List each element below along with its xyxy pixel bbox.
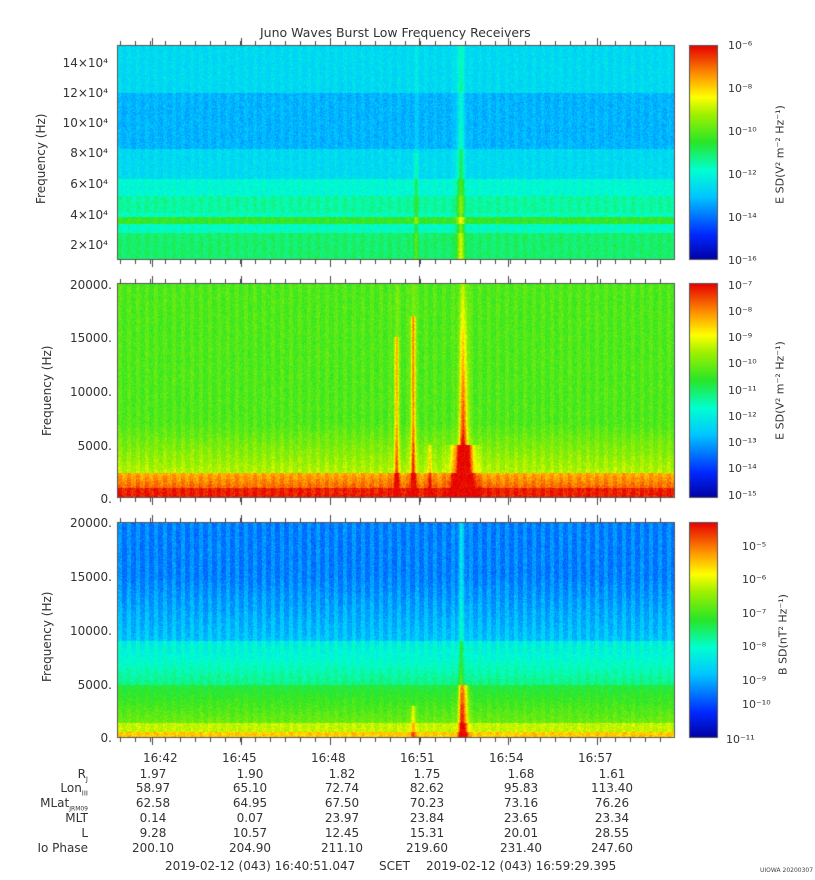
ephemeris-label-rj: RJ: [77, 767, 88, 784]
colorbar-tick-label: 10⁻⁸: [728, 82, 753, 95]
colorbar-tick-label: 10⁻⁵: [742, 540, 767, 553]
ephemeris-value: 23.84: [409, 811, 445, 825]
ephemeris-value: 73.16: [503, 796, 539, 810]
ephemeris-value: 219.60: [406, 841, 448, 855]
panel2-ylabel: Frequency (Hz): [40, 345, 54, 437]
colorbar-tick-label: 10⁻⁹: [742, 674, 767, 687]
ephemeris-label-lon: LonIII: [60, 781, 88, 798]
ephemeris-value: 23.65: [503, 811, 539, 825]
x-tick-label: 16:42: [143, 751, 178, 765]
y-tick-label: 5000.: [77, 678, 112, 692]
ephemeris-value: 65.10: [232, 781, 268, 795]
uiowa-stamp: UIOWA 20200307: [760, 867, 814, 874]
colorbar-tick-label: 10⁻⁸: [742, 640, 767, 653]
ephemeris-value: 1.68: [507, 767, 535, 781]
colorbar-tick-label: 10⁻¹⁶: [728, 254, 757, 267]
colorbar-tick-label: 10⁻¹³: [728, 436, 757, 449]
ephemeris-value: 76.26: [594, 796, 630, 810]
y-tick-label: 10000.: [70, 385, 112, 399]
ephemeris-value: 1.75: [413, 767, 441, 781]
y-tick-label: 14×10⁴: [62, 56, 108, 70]
footer-scet: SCET: [379, 859, 410, 873]
colorbar-tick-label: 10⁻⁸: [728, 305, 753, 318]
y-tick-label: 10000.: [70, 624, 112, 638]
y-tick-label: 10×10⁴: [62, 116, 108, 130]
panel2-colorbar-label: E SD(V² m⁻² Hz⁻¹): [773, 341, 787, 440]
ephemeris-value: 12.45: [324, 826, 360, 840]
footer-start-time: 2019-02-12 (043) 16:40:51.047: [165, 859, 356, 873]
ephemeris-value: 15.31: [409, 826, 445, 840]
y-tick-label: 15000.: [70, 570, 112, 584]
y-tick-label: 0.: [100, 731, 112, 745]
ephemeris-value: 95.83: [503, 781, 539, 795]
colorbar-tick-label: 10⁻⁷: [728, 279, 753, 292]
colorbar-tick-label: 10⁻⁶: [742, 573, 767, 586]
ephemeris-label-mlt: MLT: [65, 811, 88, 825]
ephemeris-value: 247.60: [591, 841, 633, 855]
ephemeris-value: 10.57: [232, 826, 268, 840]
footer-end-time: 2019-02-12 (043) 16:59:29.395: [426, 859, 617, 873]
x-tick-label: 16:48: [311, 751, 346, 765]
colorbar-tick-label: 10⁻¹⁵: [728, 489, 757, 502]
chart-title: Juno Waves Burst Low Frequency Receivers: [260, 25, 531, 40]
y-tick-label: 12×10⁴: [62, 86, 108, 100]
y-tick-label: 20000.: [70, 516, 112, 530]
ephemeris-value: 23.97: [324, 811, 360, 825]
panel3-colorbar-label: B SD(nT² Hz⁻¹): [776, 594, 790, 675]
y-tick-label: 0.: [100, 492, 112, 506]
y-tick-label: 2×10⁴: [70, 238, 108, 252]
x-tick-label: 16:54: [489, 751, 524, 765]
ephemeris-value: 0.07: [236, 811, 264, 825]
panel1-colorbar-label: E SD(V² m⁻² Hz⁻¹): [773, 105, 787, 204]
ephemeris-value: 82.62: [409, 781, 445, 795]
ephemeris-value: 231.40: [500, 841, 542, 855]
ephemeris-value: 62.58: [135, 796, 171, 810]
ephemeris-value: 72.74: [324, 781, 360, 795]
colorbar-tick-label: 10⁻¹⁰: [742, 698, 771, 711]
ephemeris-value: 23.34: [594, 811, 630, 825]
ephemeris-value: 1.97: [139, 767, 167, 781]
ephemeris-value: 28.55: [594, 826, 630, 840]
y-tick-label: 8×10⁴: [70, 146, 108, 160]
ephemeris-value: 211.10: [321, 841, 363, 855]
ephemeris-value: 67.50: [324, 796, 360, 810]
y-tick-label: 6×10⁴: [70, 177, 108, 191]
ephemeris-value: 9.28: [139, 826, 167, 840]
colorbar-tick-label: 10⁻⁶: [728, 39, 753, 52]
ephemeris-value: 204.90: [229, 841, 271, 855]
x-tick-label: 16:51: [400, 751, 435, 765]
ephemeris-value: 1.82: [328, 767, 356, 781]
colorbar-tick-label: 10⁻⁷: [742, 607, 767, 620]
colorbar-tick-label: 10⁻¹¹: [728, 384, 757, 397]
colorbar-tick-label: 10⁻¹⁰: [728, 357, 757, 370]
ephemeris-label-mlat: MLatJRM09: [40, 796, 88, 813]
colorbar-tick-label: 10⁻¹⁴: [728, 462, 757, 475]
y-tick-label: 20000.: [70, 278, 112, 292]
ephemeris-value: 58.97: [135, 781, 171, 795]
x-tick-label: 16:57: [578, 751, 613, 765]
colorbar-tick-label: 10⁻¹²: [728, 410, 757, 423]
ephemeris-value: 64.95: [232, 796, 268, 810]
ephemeris-label-l: L: [81, 826, 88, 840]
x-tick-label: 16:45: [222, 751, 257, 765]
ephemeris-value: 1.61: [598, 767, 626, 781]
ephemeris-value: 0.14: [139, 811, 167, 825]
ephemeris-value: 70.23: [409, 796, 445, 810]
colorbar-tick-label: 10⁻¹²: [728, 168, 757, 181]
colorbar-tick-label: 10⁻¹⁴: [728, 211, 757, 224]
colorbar-tick-label: 10⁻¹¹: [726, 733, 755, 746]
y-tick-label: 4×10⁴: [70, 208, 108, 222]
colorbar-tick-label: 10⁻⁹: [728, 331, 753, 344]
panel3-ylabel: Frequency (Hz): [40, 591, 54, 683]
y-tick-label: 5000.: [77, 439, 112, 453]
ephemeris-value: 200.10: [132, 841, 174, 855]
colorbar-tick-label: 10⁻¹⁰: [728, 125, 757, 138]
ephemeris-value: 1.90: [236, 767, 264, 781]
y-tick-label: 15000.: [70, 331, 112, 345]
panel1-ylabel: Frequency (Hz): [34, 113, 48, 205]
ephemeris-value: 20.01: [503, 826, 539, 840]
ephemeris-value: 113.40: [591, 781, 633, 795]
ephemeris-label-io-phase: Io Phase: [37, 841, 88, 855]
